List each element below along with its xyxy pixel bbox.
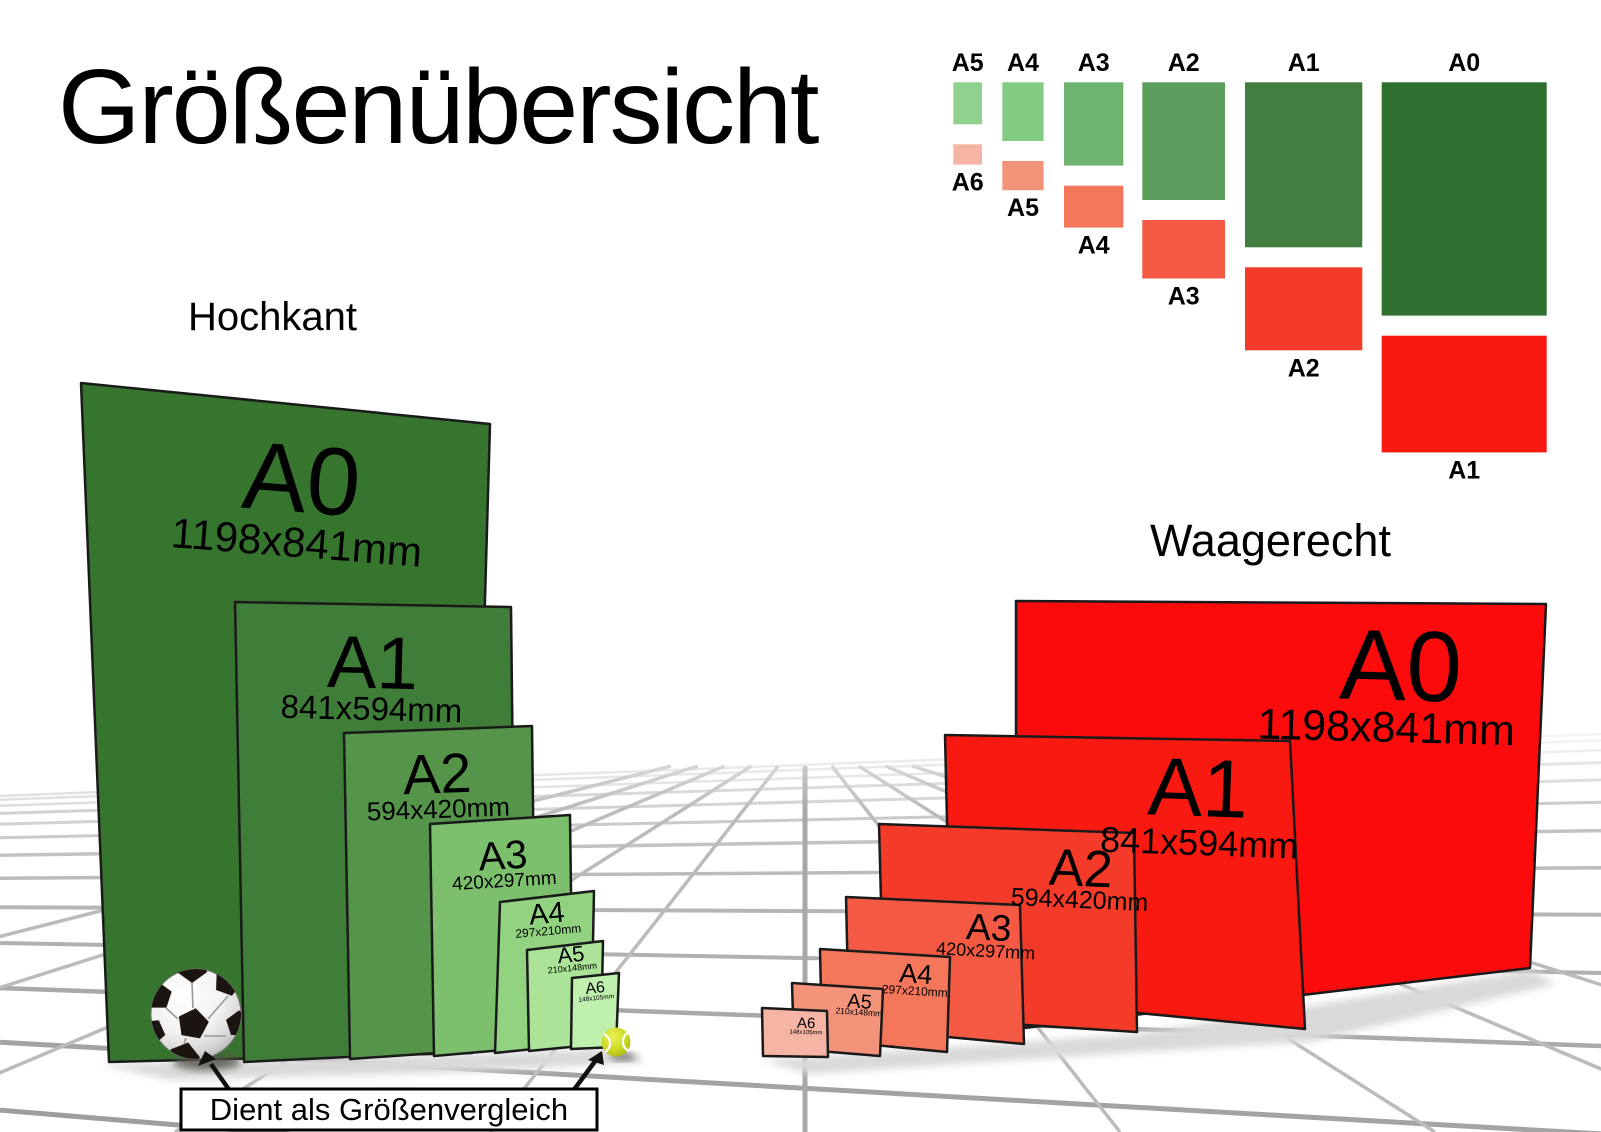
mini-bottom-label-a6: A6	[952, 169, 984, 197]
green-a2-name: A2	[402, 741, 473, 806]
comparison-callout: Dient als Größenvergleich	[179, 1051, 604, 1132]
red-a3-name: A3	[965, 906, 1012, 949]
mini-top-label-a1: A1	[1288, 49, 1320, 77]
mini-green-a5	[953, 82, 982, 125]
mini-top-label-a3: A3	[1078, 49, 1110, 77]
red-a6-dims: 148x105mm	[789, 1030, 822, 1037]
red-a1-dims: 841x594mm	[1100, 819, 1299, 867]
portrait-section-label: Hochkant	[188, 295, 357, 339]
mini-red-a1	[1381, 335, 1547, 453]
mini-top-label-a4: A4	[1007, 49, 1039, 77]
red-a6-name: A6	[797, 1015, 816, 1032]
portrait-sheet-labels: A0 1198x841mm A1 841x594mm A2 594x420mm …	[170, 422, 615, 1004]
mini-top-label-a0: A0	[1448, 49, 1480, 77]
stack-shadows	[100, 970, 1556, 1080]
red-a5-dims: 210x148mm	[835, 1005, 882, 1018]
red-a5-name: A5	[847, 990, 873, 1014]
red-a0-dims: 1198x841mm	[1257, 700, 1516, 755]
red-sheet-a6	[760, 1006, 830, 1059]
mini-green-a3	[1064, 82, 1124, 166]
mini-bottom-label-a4: A4	[1078, 232, 1110, 260]
green-a3-name: A3	[477, 833, 529, 880]
green-a4-dims: 297x210mm	[515, 921, 582, 941]
mini-red-a3	[1142, 220, 1225, 279]
mini-red-a4	[1064, 185, 1124, 228]
mini-green-a1	[1245, 82, 1363, 248]
green-a4-name: A4	[528, 897, 566, 932]
mini-top-label-a2: A2	[1168, 49, 1200, 77]
green-a6-dims: 148x105mm	[578, 993, 614, 1004]
mini-bottom-label-a1: A1	[1448, 456, 1480, 484]
red-a4-dims: 297x210mm	[881, 982, 948, 1000]
mini-bottom-label-a5: A5	[1007, 194, 1039, 222]
green-a0-name: A0	[239, 422, 364, 538]
mini-green-a4	[1002, 82, 1044, 141]
red-a4-name: A4	[898, 958, 933, 990]
red-a2-dims: 594x420mm	[1010, 883, 1149, 917]
mini-green-a0	[1381, 82, 1547, 316]
mini-green-a2	[1142, 82, 1225, 200]
green-a6-name: A6	[585, 979, 606, 998]
landscape-sheets	[760, 599, 1548, 1059]
mini-size-chart: A5 A4 A3 A2 A1 A0 A6 A5 A4 A3 A2 A1	[952, 49, 1547, 484]
red-a1-name: A1	[1146, 741, 1249, 835]
red-a0-name: A0	[1338, 609, 1463, 724]
comparison-label-box	[179, 1087, 599, 1132]
arrow-to-tennis-ball	[571, 1058, 598, 1093]
green-a2-dims: 594x420mm	[366, 792, 510, 827]
landscape-section-label: Waagerecht	[1150, 515, 1391, 566]
mini-red-a5	[1002, 161, 1044, 191]
red-a2-name: A2	[1048, 839, 1114, 900]
comparison-label: Dient als Größenvergleich	[210, 1092, 568, 1127]
arrow-to-soccer-ball	[209, 1062, 232, 1093]
tennis-ball-icon	[601, 1027, 636, 1061]
page-title: Größenübersicht	[58, 48, 819, 166]
portrait-sheets	[79, 381, 621, 1064]
mini-red-a6	[953, 144, 982, 165]
green-a5-name: A5	[556, 941, 585, 969]
mini-bottom-label-a3: A3	[1168, 283, 1200, 311]
mini-red-a2	[1245, 267, 1363, 351]
green-a1-name: A1	[326, 620, 419, 705]
mini-bottom-label-a2: A2	[1288, 354, 1320, 382]
green-a1-dims: 841x594mm	[280, 688, 463, 730]
mini-top-label-a5: A5	[952, 49, 984, 77]
